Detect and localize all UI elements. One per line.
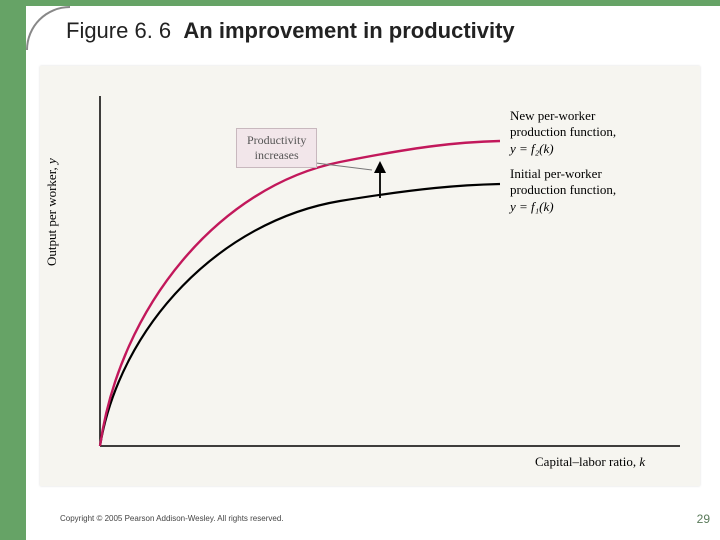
new-label-1: New per-worker [510, 108, 616, 124]
new-label-2: production function, [510, 124, 616, 140]
initial-label-math: y = f₁(k) [510, 199, 616, 215]
initial-label-1: Initial per-worker [510, 166, 616, 182]
callout-box: Productivity increases [236, 128, 317, 168]
top-decor-bar [26, 0, 720, 6]
callout-line1: Productivity [247, 133, 306, 148]
x-axis-var: k [639, 454, 645, 469]
initial-curve-label: Initial per-worker production function, … [510, 166, 616, 215]
figure-number: Figure 6. 6 [66, 18, 171, 43]
copyright: Copyright © 2005 Pearson Addison-Wesley.… [60, 514, 284, 523]
new-label-math: y = f₂(k) [510, 141, 616, 157]
x-axis-text: Capital–labor ratio, [535, 454, 636, 469]
chart-area: Output per worker, y Productivity increa… [40, 66, 700, 486]
shift-arrow-head [374, 161, 386, 173]
figure-title: Figure 6. 6 An improvement in productivi… [66, 18, 515, 44]
left-decor-bar [0, 0, 26, 540]
corner-curve [26, 6, 70, 50]
initial-curve [100, 184, 500, 446]
initial-label-2: production function, [510, 182, 616, 198]
new-curve-label: New per-worker production function, y = … [510, 108, 616, 157]
figure-text: An improvement in productivity [183, 18, 514, 43]
callout-line2: increases [247, 148, 306, 163]
page-number: 29 [697, 512, 710, 526]
x-axis-label: Capital–labor ratio, k [535, 454, 645, 470]
